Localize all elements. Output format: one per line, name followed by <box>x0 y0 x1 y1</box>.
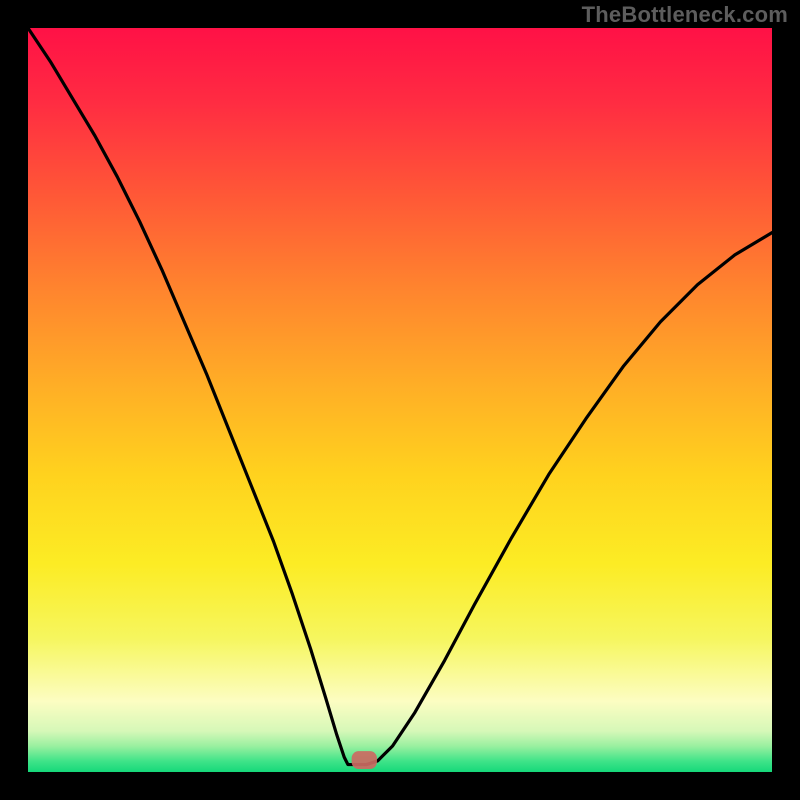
chart-frame: TheBottleneck.com <box>0 0 800 800</box>
watermark-text: TheBottleneck.com <box>582 2 788 28</box>
gradient-background <box>28 28 772 772</box>
bottleneck-chart <box>0 0 800 800</box>
minimum-marker <box>352 751 377 769</box>
